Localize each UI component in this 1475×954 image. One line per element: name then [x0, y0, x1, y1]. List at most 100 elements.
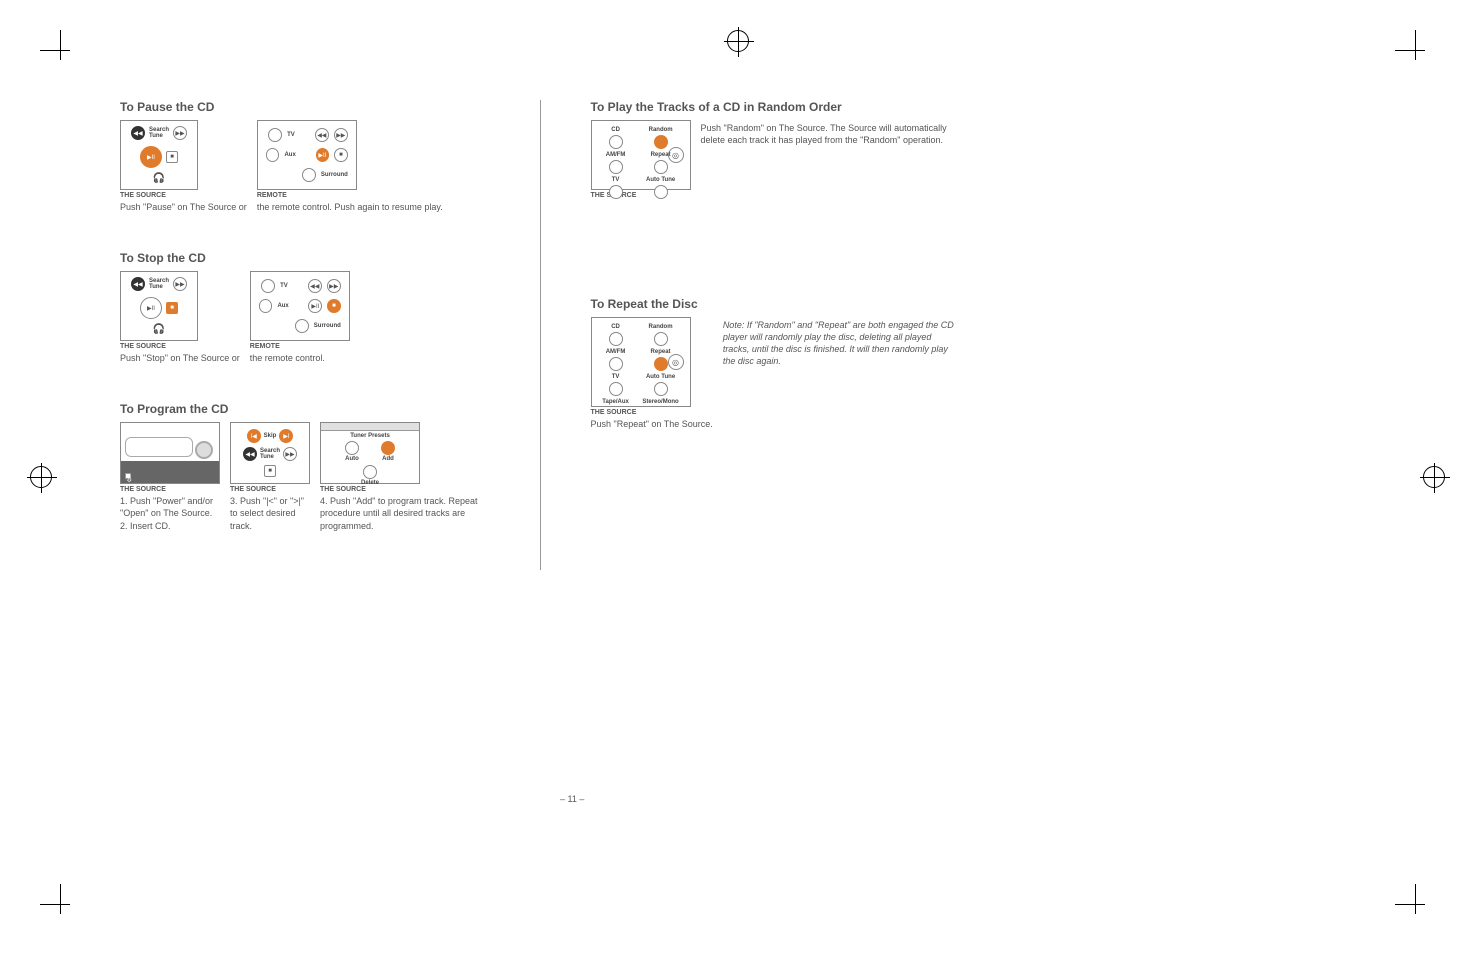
forward-icon: ▶▶ [173, 277, 187, 291]
section-title: To Play the Tracks of a CD in Random Ord… [591, 100, 961, 114]
skip-label: Skip [264, 433, 277, 439]
diagram-desc: the remote control. [250, 352, 350, 364]
repeat-button [654, 160, 668, 174]
add-label: Add [382, 456, 394, 462]
section-title: To Repeat the Disc [591, 297, 961, 311]
crop-mark [40, 884, 80, 924]
page-body: To Pause the CD ◀◀ Search Tune ▶▶ [120, 100, 960, 570]
section-title: To Pause the CD [120, 100, 490, 114]
section-stop: To Stop the CD ◀◀ Search Tune ▶▶ [120, 251, 490, 364]
auto-label: Auto [345, 456, 359, 462]
diagram-desc: 3. Push "|<" or ">|" to select desired t… [230, 495, 310, 531]
play-pause-icon: ▶II [308, 299, 322, 313]
dial-icon: ◎ [668, 147, 684, 163]
random-button [654, 135, 668, 149]
crop-mark [40, 30, 80, 70]
program-power-block: ⇩ THE SOURCE 1. Push "Power" and/or "Ope… [120, 422, 220, 531]
random-button [654, 332, 668, 346]
remote-diagram: TV ◀◀ ▶▶ Aux ▶II ■ [257, 120, 357, 190]
forward-icon: ▶▶ [173, 126, 187, 140]
rewind-icon: ◀◀ [131, 277, 145, 291]
delete-label: Delete [361, 480, 379, 486]
tapeaux-label: Tape/Aux [602, 399, 629, 405]
rewind-icon: ◀◀ [308, 279, 322, 293]
autotune-button [654, 185, 668, 199]
dial-icon: ◎ [668, 354, 684, 370]
amfm-label: AM/FM [606, 152, 626, 158]
autotune-label: Auto Tune [646, 374, 675, 380]
section-pause: To Pause the CD ◀◀ Search Tune ▶▶ [120, 100, 490, 213]
skip-diagram: I◀ Skip ▶I ◀◀ Search Tune ▶▶ ■ [230, 422, 310, 484]
cd-label: CD [611, 127, 620, 133]
play-pause-icon: ▶II [316, 148, 330, 162]
cd-button [609, 332, 623, 346]
tv-label: TV [287, 132, 295, 138]
registration-mark [30, 466, 52, 488]
diagram-caption: THE SOURCE [591, 409, 713, 416]
random-label: Random [649, 324, 673, 330]
add-button [381, 441, 395, 455]
add-diagram: Tuner Presets Auto Add [320, 422, 420, 484]
diagram-caption: REMOTE [250, 343, 350, 350]
diagram-desc: 4. Push "Add" to program track. Repeat p… [320, 495, 490, 531]
rewind-icon: ◀◀ [243, 447, 257, 461]
surround-label: Surround [314, 323, 341, 329]
crop-mark [1395, 30, 1435, 70]
section-title: To Program the CD [120, 402, 490, 416]
right-column: To Play the Tracks of a CD in Random Ord… [591, 100, 961, 570]
section-random: To Play the Tracks of a CD in Random Ord… [591, 100, 961, 199]
repeat-note: Note: If "Random" and "Repeat" are both … [723, 319, 960, 368]
stop-source-block: ◀◀ Search Tune ▶▶ ▶II ■ 🎧 [120, 271, 240, 364]
diagram-desc: the remote control. Push again to resume… [257, 201, 443, 213]
tv-button [609, 382, 623, 396]
headphone-icon: 🎧 [153, 173, 165, 184]
diagram-caption: THE SOURCE [120, 486, 220, 493]
column-divider [540, 100, 541, 570]
tune-label: Tune [260, 454, 280, 460]
autotune-label: Auto Tune [646, 177, 675, 183]
surround-label: Surround [321, 172, 348, 178]
pause-source-block: ◀◀ Search Tune ▶▶ ▶II ■ 🎧 [120, 120, 247, 213]
surround-button [302, 168, 316, 182]
pause-remote-block: TV ◀◀ ▶▶ Aux ▶II ■ [257, 120, 443, 213]
stop-icon: ■ [166, 151, 178, 163]
remote-diagram: TV ◀◀ ▶▶ Aux ▶II ■ [250, 271, 350, 341]
left-column: To Pause the CD ◀◀ Search Tune ▶▶ [120, 100, 490, 570]
stop-icon: ■ [327, 299, 341, 313]
tune-label: Tune [149, 284, 169, 290]
tune-label: Tune [149, 133, 169, 139]
aux-label: Aux [277, 303, 288, 309]
tv-button [261, 279, 275, 293]
repeat-label: Repeat [651, 349, 671, 355]
program-add-block: Tuner Presets Auto Add [320, 422, 490, 531]
stereomono-label: Stereo/Mono [642, 399, 678, 405]
registration-mark [1423, 466, 1445, 488]
diagram-caption: THE SOURCE [120, 192, 247, 199]
stop-icon: ■ [166, 302, 178, 314]
page-number: – 11 – [560, 794, 584, 804]
source-diagram: ◀◀ Search Tune ▶▶ ▶II ■ 🎧 [120, 271, 198, 341]
surround-button [295, 319, 309, 333]
amfm-button [609, 160, 623, 174]
random-desc: Push "Random" on The Source. The Source … [701, 122, 961, 146]
random-label: Random [649, 127, 673, 133]
delete-button [363, 465, 377, 479]
pause-button-icon: ▶II [140, 297, 162, 319]
forward-icon: ▶▶ [283, 447, 297, 461]
repeat-source-block: CD Random AM/FM Repeat TV Auto Tune Tape… [591, 317, 713, 430]
power-diagram: ⇩ [120, 422, 220, 484]
diagram-desc: 1. Push "Power" and/or "Open" on The Sou… [120, 495, 220, 531]
diagram-caption: REMOTE [257, 192, 443, 199]
rewind-icon: ◀◀ [131, 126, 145, 140]
auto-button [345, 441, 359, 455]
stop-icon: ■ [264, 465, 276, 477]
pause-button-icon: ▶II [140, 146, 162, 168]
diagram-desc: Push "Pause" on The Source or [120, 201, 247, 213]
diagram-caption: THE SOURCE [120, 343, 240, 350]
program-skip-block: I◀ Skip ▶I ◀◀ Search Tune ▶▶ ■ [230, 422, 310, 531]
stop-remote-block: TV ◀◀ ▶▶ Aux ▶II ■ [250, 271, 350, 364]
diagram-desc: Push "Stop" on The Source or [120, 352, 240, 364]
aux-label: Aux [284, 152, 295, 158]
cd-button [609, 135, 623, 149]
diagram-caption: THE SOURCE [320, 486, 490, 493]
